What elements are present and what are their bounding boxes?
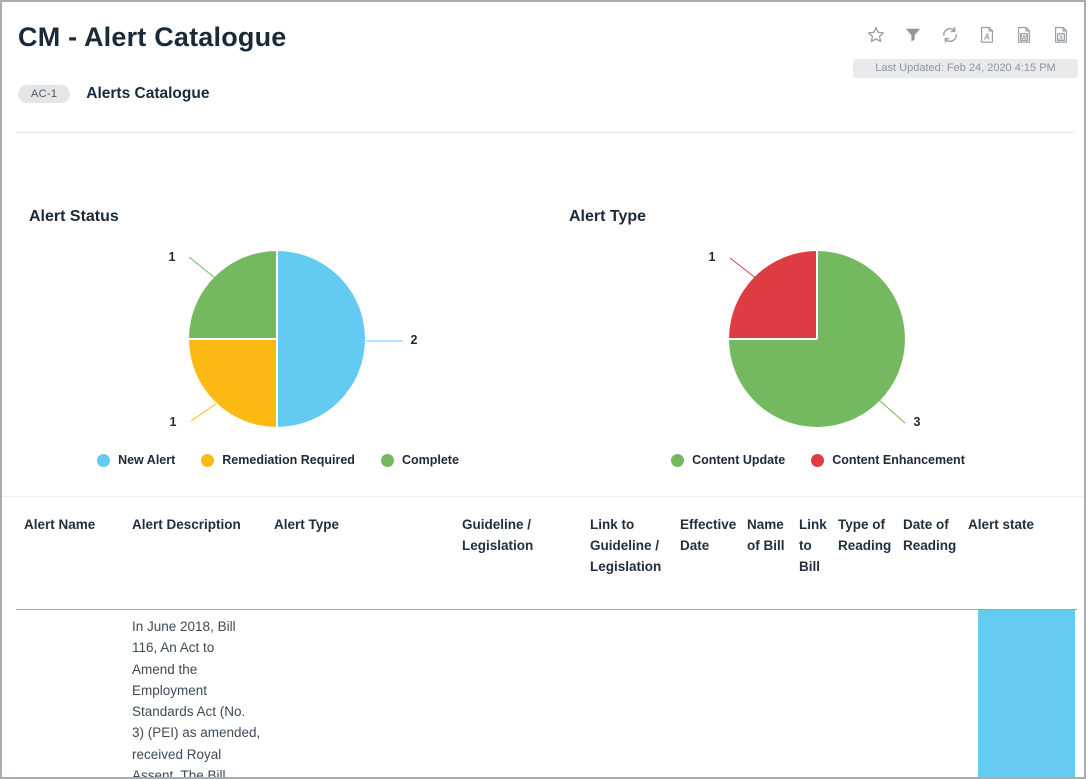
alert-type-chart-title: Alert Type [569, 208, 647, 225]
cell-guideline-legislation [462, 610, 590, 777]
alert-type-legend: Content Update Content Enhancement [562, 453, 1074, 467]
col-header-link-to-guideline: Link to Guideline / Legislation [590, 517, 662, 574]
legend-label: New Alert [118, 453, 176, 467]
favorite-star-icon[interactable] [866, 25, 886, 45]
page-title: CM - Alert Catalogue [18, 22, 287, 52]
legend-label: Content Update [692, 453, 786, 467]
cell-alert-type [274, 610, 462, 777]
svg-text:A: A [983, 33, 990, 42]
export-word-icon[interactable]: W [1014, 25, 1034, 45]
col-header-alert-name: Alert Name [24, 517, 96, 532]
slice-value-remediation-required: 1 [169, 415, 177, 429]
report-name: Alerts Catalogue [86, 85, 210, 102]
last-updated-badge: Last Updated: Feb 24, 2020 4:15 PM [853, 59, 1078, 78]
table-row[interactable]: In June 2018, Bill 116, An Act to Amend … [24, 610, 1078, 779]
cell-date-of-reading [903, 610, 968, 777]
svg-text:W: W [1021, 34, 1027, 41]
export-pdf-icon[interactable]: A [977, 25, 997, 45]
table-header-row: Alert Name Alert Description Alert Type … [24, 496, 1078, 577]
col-header-alert-description: Alert Description [132, 517, 241, 532]
legend-label: Content Enhancement [832, 453, 965, 467]
col-header-guideline-legislation: Guideline / Legislation [462, 517, 534, 553]
legend-item-remediation-required[interactable]: Remediation Required [201, 453, 355, 467]
cell-alert-description: In June 2018, Bill 116, An Act to Amend … [132, 619, 261, 779]
cell-type-of-reading [838, 610, 903, 777]
legend-label: Remediation Required [222, 453, 355, 467]
cell-name-of-bill [747, 610, 799, 777]
table-top-border [2, 496, 1084, 497]
pie-slice-separator [276, 251, 278, 427]
legend-dot-icon [380, 453, 394, 467]
report-id-badge: AC-1 [18, 85, 71, 103]
legend-label: Complete [401, 453, 459, 467]
export-excel-icon[interactable]: X [1051, 25, 1071, 45]
col-header-type-of-reading: Type of Reading [838, 517, 892, 553]
cell-link-to-bill [799, 610, 838, 777]
pie-slice-separator [816, 251, 818, 339]
col-header-alert-type: Alert Type [274, 517, 340, 532]
cell-link-to-guideline [590, 610, 680, 777]
filter-icon[interactable] [903, 25, 923, 45]
legend-dot-icon [811, 453, 825, 467]
header-divider [16, 132, 1074, 133]
legend-item-content-update[interactable]: Content Update [671, 453, 785, 467]
report-subheader: AC-1 Alerts Catalogue [18, 85, 209, 103]
toolbar: A W X [866, 25, 1071, 45]
legend-dot-icon [201, 453, 215, 467]
legend-dot-icon [671, 453, 685, 467]
legend-item-complete[interactable]: Complete [380, 453, 459, 467]
cell-alert-name [24, 610, 132, 777]
col-header-name-of-bill: Name of Bill [747, 517, 785, 553]
col-header-date-of-reading: Date of Reading [903, 517, 957, 553]
col-header-link-to-bill: Link to Bill [799, 517, 827, 574]
pie-slice-separator [189, 338, 277, 340]
cell-alert-state [968, 610, 1078, 777]
slice-value-new-alert: 2 [410, 333, 418, 347]
legend-item-new-alert[interactable]: New Alert [97, 453, 175, 467]
legend-item-content-enhancement[interactable]: Content Enhancement [811, 453, 965, 467]
legend-dot-icon [97, 453, 111, 467]
col-header-effective-date: Effective Date [680, 517, 737, 553]
refresh-icon[interactable] [940, 25, 960, 45]
table-header-separator [16, 609, 1077, 610]
svg-text:X: X [1059, 34, 1064, 41]
slice-value-complete: 1 [168, 250, 176, 264]
alert-status-legend: New Alert Remediation Required Complete [22, 453, 534, 467]
slice-value-content-enhancement: 1 [708, 250, 716, 264]
alert-status-pie-chart[interactable] [189, 251, 365, 427]
cell-effective-date [680, 610, 747, 777]
pie-slice-separator [729, 338, 817, 340]
col-header-alert-state: Alert state [968, 517, 1035, 532]
slice-value-content-update: 3 [913, 415, 921, 429]
alert-status-chart-title: Alert Status [29, 208, 119, 225]
alert-type-pie-chart[interactable] [729, 251, 905, 427]
alert-state-color-block [978, 610, 1075, 777]
